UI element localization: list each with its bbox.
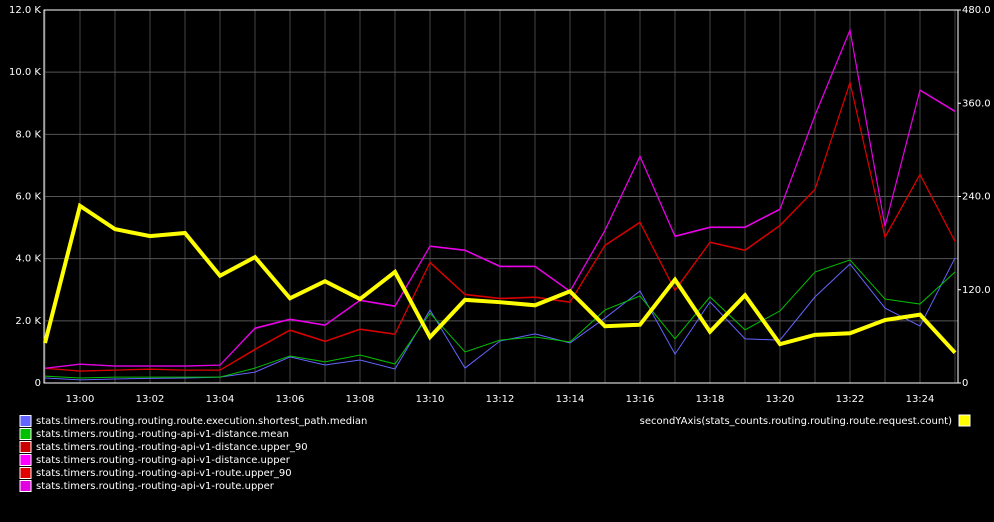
y2-tick-label: 120.0 [962,285,991,296]
legend-swatch [19,428,32,440]
legend-label: stats.timers.routing.-routing-api-v1-rou… [36,481,275,492]
y2-tick-label: 240.0 [962,192,991,203]
series-line [44,259,956,379]
x-tick-label: 13:20 [766,394,795,405]
x-tick-label: 13:02 [136,394,165,405]
y-tick-label: 0 [35,378,41,389]
plot-frame [43,9,959,384]
legend-swatch [19,454,32,466]
x-tick-label: 13:24 [906,394,935,405]
series-line [43,202,957,355]
legend-swatch [19,441,32,453]
x-tick-label: 13:14 [556,394,585,405]
legend-label: stats.timers.routing.-routing-api-v1-dis… [36,442,308,453]
legend-swatch [19,480,32,492]
x-tick-label: 13:10 [416,394,445,405]
y-tick-label: 8.0 K [15,129,41,140]
legend-label: stats.timers.routing.routing.route.execu… [36,416,367,427]
y-tick-label: 2.0 K [15,316,41,327]
x-tick-label: 13:04 [206,394,235,405]
x-tick-label: 13:16 [626,394,655,405]
y-tick-label: 12.0 K [9,5,41,16]
x-tick-label: 13:12 [486,394,515,405]
legend-label: stats.timers.routing.-routing-api-v1-rou… [36,468,292,479]
legend-label: stats.timers.routing.-routing-api-v1-dis… [36,455,291,466]
x-tick-label: 13:06 [276,394,305,405]
legend-label: stats.timers.routing.-routing-api-v1-dis… [36,429,289,440]
x-tick-label: 13:00 [66,394,95,405]
x-tick-label: 13:18 [696,394,725,405]
y2-tick-label: 360.0 [962,98,991,109]
legend-swatch [19,467,32,479]
legend-swatch [958,414,971,427]
y-tick-label: 4.0 K [15,254,41,265]
x-tick-label: 13:22 [836,394,865,405]
series-line [44,257,956,381]
legend-label: secondYAxis(stats_counts.routing.routing… [640,416,952,427]
y2-tick-label: 480.0 [962,5,991,16]
y2-tick-label: 0 [962,378,968,389]
legend-swatch [19,415,32,427]
y-tick-label: 10.0 K [9,67,41,78]
series-line [44,28,956,369]
x-tick-label: 13:08 [346,394,375,405]
series-line [44,80,956,372]
y-tick-label: 6.0 K [15,192,41,203]
